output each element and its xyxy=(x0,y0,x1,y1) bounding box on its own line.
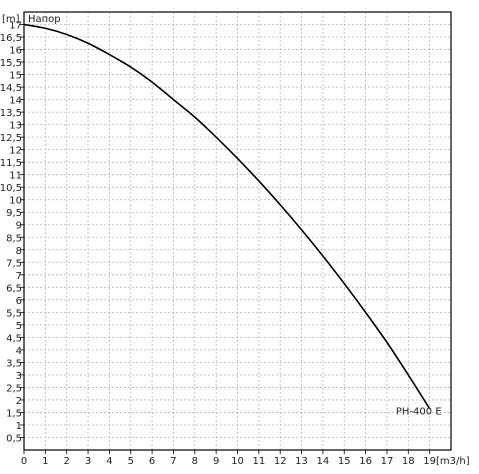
x-tick-label-11: 11 xyxy=(252,456,265,467)
y-tick-label-17: 9 xyxy=(16,221,22,232)
x-tick-label-1: 1 xyxy=(42,456,48,467)
x-tick-label-5: 5 xyxy=(128,456,134,467)
y-tick-label-5: 3 xyxy=(16,371,22,382)
x-tick-label-0: 0 xyxy=(21,456,27,467)
y-tick-label-14: 7,5 xyxy=(6,258,22,269)
y-tick-label-26: 13,5 xyxy=(0,108,22,119)
grid xyxy=(24,12,451,450)
y-tick-label-28: 14,5 xyxy=(0,83,22,94)
y-tick-label-3: 2 xyxy=(16,396,22,407)
x-tick-label-9: 9 xyxy=(213,456,219,467)
y-tick-label-9: 5 xyxy=(16,321,22,332)
y-tick-label-13: 7 xyxy=(16,271,22,282)
y-tick-label-30: 15,5 xyxy=(0,58,22,69)
x-tick-label-2: 2 xyxy=(64,456,70,467)
x-tick-label-12: 12 xyxy=(274,456,287,467)
y-tick-label-11: 6 xyxy=(16,296,22,307)
y-tick-label-23: 12 xyxy=(9,146,22,157)
x-tick-label-4: 4 xyxy=(106,456,112,467)
y-tick-label-10: 5,5 xyxy=(6,308,22,319)
y-tick-label-33: 17 xyxy=(9,21,22,32)
y-tick-label-15: 8 xyxy=(16,246,22,257)
axes xyxy=(20,11,452,454)
y-tick-label-4: 2,5 xyxy=(6,383,22,394)
x-tick-label-3: 3 xyxy=(85,456,91,467)
y-tick-label-32: 16,5 xyxy=(0,33,22,44)
y-tick-label-24: 12,5 xyxy=(0,133,22,144)
y-tick-label-1: 1 xyxy=(16,421,22,432)
y-tick-label-21: 11 xyxy=(9,171,22,182)
chart-title: Напор xyxy=(28,14,61,25)
x-tick-label-18: 18 xyxy=(402,456,415,467)
x-tick-label-19: 19 xyxy=(423,456,436,467)
y-tick-label-20: 10,5 xyxy=(0,183,22,194)
series-label-0: PH-400 E xyxy=(396,407,442,418)
x-tick-label-6: 6 xyxy=(149,456,155,467)
y-tick-label-22: 11,5 xyxy=(0,158,22,169)
y-tick-label-8: 4,5 xyxy=(6,333,22,344)
y-tick-label-27: 14 xyxy=(9,96,22,107)
y-tick-label-12: 6,5 xyxy=(6,283,22,294)
y-tick-label-18: 9,5 xyxy=(6,208,22,219)
series-line-0 xyxy=(23,23,431,410)
x-tick-label-10: 10 xyxy=(231,456,244,467)
y-tick-label-7: 4 xyxy=(16,346,22,357)
x-axis-label: [m3/h] xyxy=(436,456,470,467)
y-axis-label: [m] xyxy=(2,14,20,25)
y-tick-label-2: 1,5 xyxy=(6,408,22,419)
y-tick-label-25: 13 xyxy=(9,121,22,132)
y-tick-label-31: 16 xyxy=(9,46,22,57)
x-tick-label-17: 17 xyxy=(381,456,394,467)
x-tick-label-15: 15 xyxy=(338,456,351,467)
y-tick-label-6: 3,5 xyxy=(6,358,22,369)
series: PH-400 E xyxy=(23,23,442,418)
y-tick-label-29: 15 xyxy=(9,71,22,82)
x-tick-label-8: 8 xyxy=(192,456,198,467)
plot-frame xyxy=(23,11,452,451)
y-tick-label-19: 10 xyxy=(9,196,22,207)
y-tick-labels: 0,511,522,533,544,555,566,577,588,599,51… xyxy=(0,21,22,445)
y-tick-label-16: 8,5 xyxy=(6,233,22,244)
x-tick-labels: 0 1 2 3 4 5 6 7 8 9 10 11 12 13 14 15 16 17 18 19 xyxy=(21,456,436,467)
x-tick-label-7: 7 xyxy=(170,456,176,467)
y-tick-label-0: 0,5 xyxy=(6,433,22,444)
x-tick-label-13: 13 xyxy=(295,456,308,467)
x-tick-label-16: 16 xyxy=(359,456,372,467)
x-tick-label-14: 14 xyxy=(317,456,330,467)
